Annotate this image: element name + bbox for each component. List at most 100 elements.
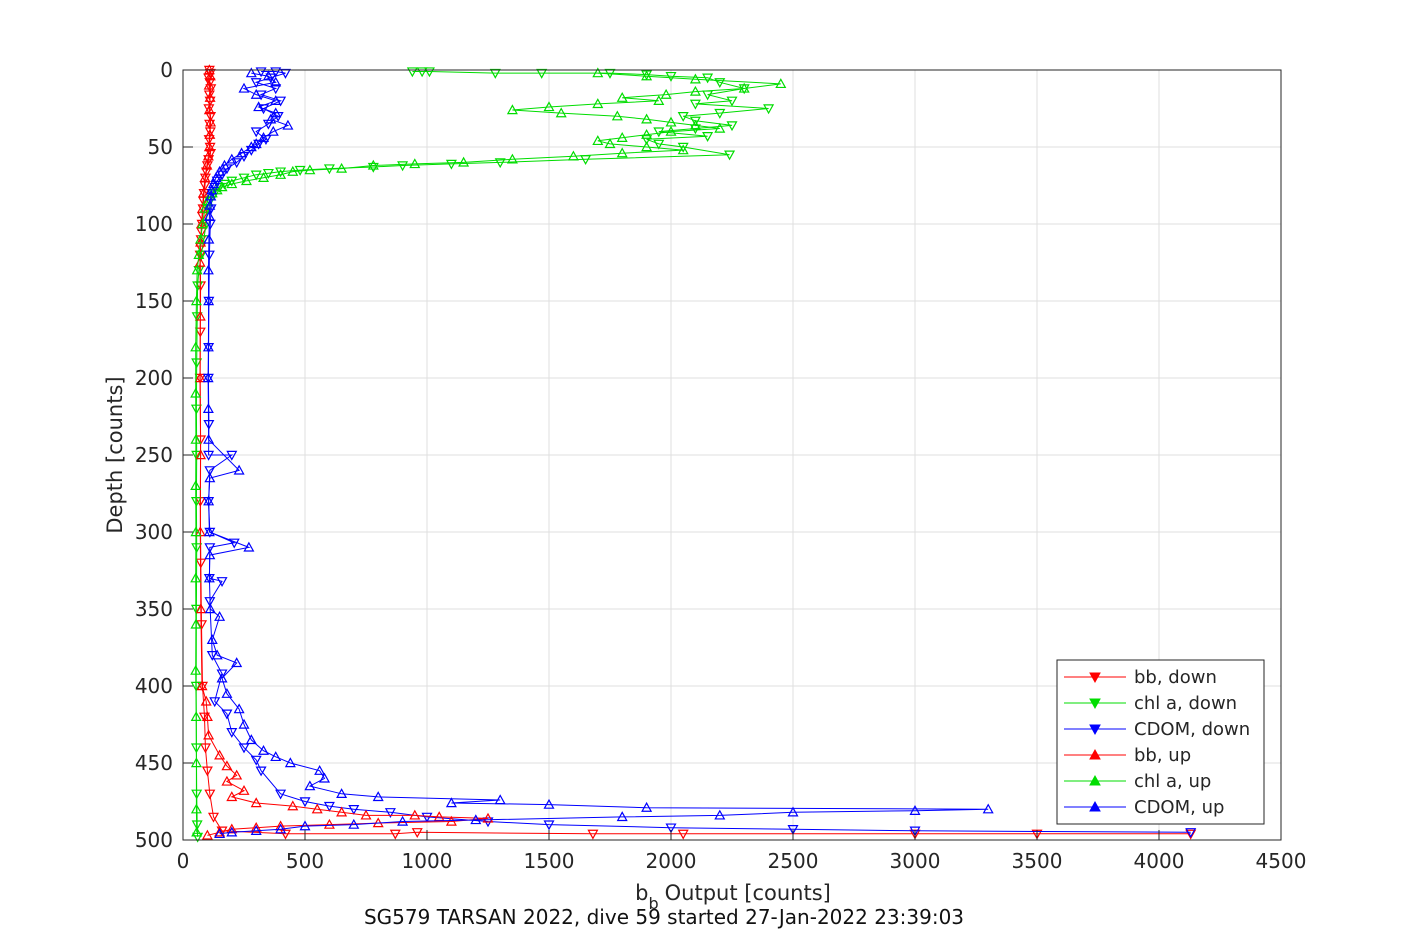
data-point — [199, 202, 211, 213]
data-point — [191, 312, 203, 323]
data-point — [506, 104, 518, 115]
data-point — [543, 820, 555, 831]
data-point — [702, 132, 714, 142]
legend-swatch-marker — [1089, 774, 1101, 786]
data-point — [336, 806, 348, 817]
data-point — [653, 95, 665, 106]
x-axis: 0 500 1000 1500 2000 2500 3000 3500 4000 4500 — [177, 830, 1306, 873]
data-point — [677, 144, 689, 155]
data-point — [348, 818, 360, 829]
data-point — [250, 127, 262, 138]
data-point — [726, 121, 738, 132]
x-tick-label: 3500 — [1012, 849, 1063, 873]
data-point — [270, 751, 282, 762]
data-point — [250, 170, 262, 181]
data-point — [287, 165, 299, 176]
data-point — [665, 823, 677, 834]
data-point — [587, 829, 599, 840]
data-point — [214, 610, 226, 621]
data-point — [489, 68, 501, 79]
x-axis-label-rest: Output [counts] — [665, 881, 831, 905]
data-point — [411, 828, 423, 839]
data-point — [201, 711, 213, 722]
data-point — [190, 433, 202, 444]
data-point — [204, 789, 216, 800]
data-point — [233, 703, 245, 714]
y-tick-label: 50 — [148, 135, 173, 159]
data-point — [195, 236, 207, 247]
data-point — [270, 76, 282, 87]
data-point — [191, 358, 203, 369]
x-axis-label-sub: b — [648, 894, 658, 913]
data-point — [397, 161, 409, 172]
data-point — [233, 464, 245, 475]
data-point — [304, 164, 316, 175]
data-point — [209, 697, 221, 708]
data-point — [245, 67, 257, 78]
y-tick-label: 500 — [135, 828, 173, 852]
y-tick-label: 400 — [135, 674, 173, 698]
data-point — [204, 543, 216, 554]
data-point — [221, 687, 233, 698]
data-point — [287, 800, 299, 811]
data-point — [221, 775, 233, 786]
data-point — [275, 820, 287, 831]
data-point — [250, 78, 262, 89]
data-point — [204, 466, 216, 477]
data-point — [238, 173, 250, 184]
data-point — [677, 111, 689, 122]
data-point — [226, 153, 238, 164]
data-point — [494, 794, 506, 805]
data-point — [689, 73, 701, 84]
data-point — [238, 718, 250, 729]
data-point — [665, 125, 677, 136]
data-point — [611, 110, 623, 121]
data-point — [336, 788, 348, 799]
data-point — [226, 178, 238, 189]
data-point — [190, 387, 202, 398]
data-point — [314, 764, 326, 775]
data-point — [604, 138, 616, 149]
y-tick-label: 0 — [160, 58, 173, 82]
data-point — [243, 541, 255, 552]
data-point — [270, 84, 282, 95]
data-point — [202, 403, 214, 413]
legend-swatch-marker — [1089, 698, 1101, 710]
data-point — [211, 184, 223, 195]
data-point — [677, 142, 689, 153]
data-point — [506, 153, 518, 164]
data-point — [203, 729, 215, 740]
data-point — [567, 150, 579, 161]
data-point — [211, 649, 223, 660]
legend-swatch-marker — [1089, 672, 1101, 684]
data-point — [200, 695, 212, 706]
data-point — [255, 766, 267, 777]
data-point — [323, 801, 335, 812]
data-point — [204, 128, 216, 139]
data-point — [238, 82, 250, 93]
data-point — [191, 450, 203, 461]
data-point — [348, 804, 360, 815]
legend-label: CDOM, down — [1134, 719, 1250, 740]
data-point — [445, 797, 457, 808]
data-point — [616, 132, 628, 142]
data-point — [204, 70, 216, 81]
data-point — [216, 669, 228, 680]
series-4 — [190, 67, 787, 837]
y-tick-label: 200 — [135, 366, 173, 390]
data-point — [240, 175, 252, 186]
data-point — [592, 98, 604, 109]
data-point — [191, 820, 203, 831]
data-point — [190, 497, 202, 507]
data-point — [250, 755, 262, 766]
data-point — [190, 711, 202, 722]
data-point — [275, 823, 287, 834]
data-point — [226, 826, 238, 837]
x-tick-label: 1500 — [524, 849, 575, 873]
data-point — [206, 634, 218, 645]
data-point — [641, 113, 653, 124]
data-point — [397, 815, 409, 826]
data-point — [204, 472, 216, 483]
data-point — [714, 78, 726, 89]
data-point — [724, 150, 736, 161]
